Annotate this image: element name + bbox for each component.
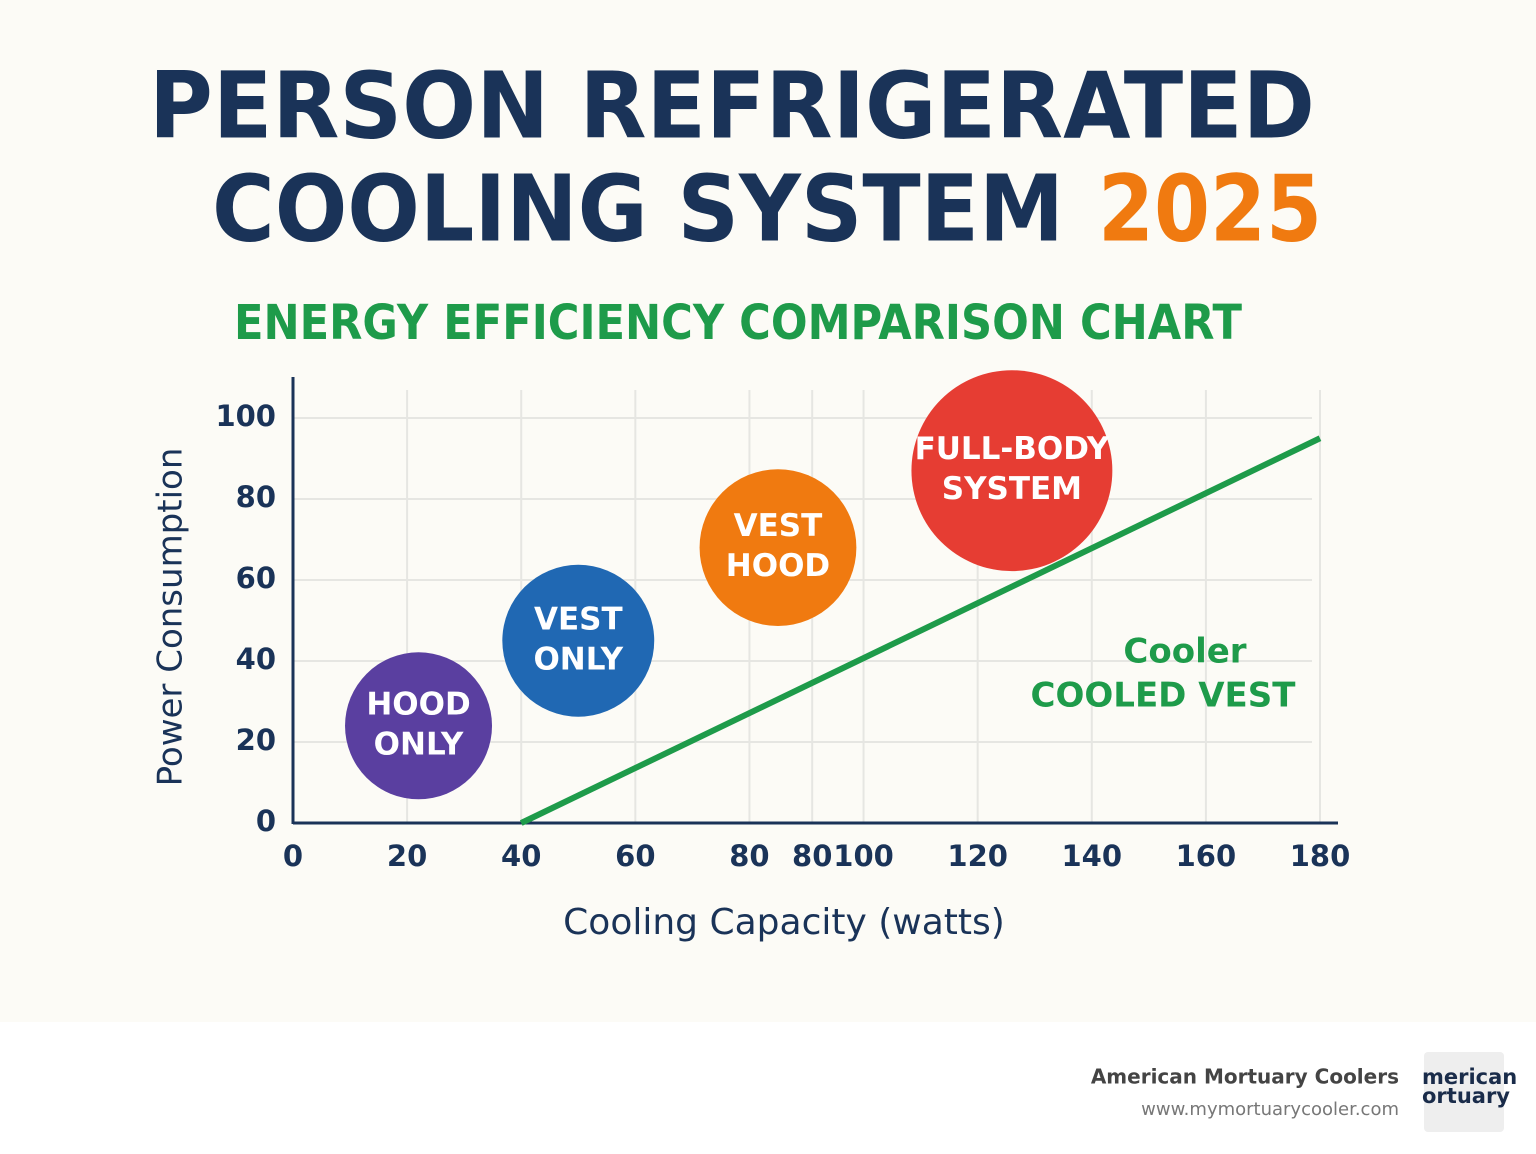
bubble-label: VEST: [734, 508, 823, 544]
y-tick-label: 0: [256, 804, 276, 838]
chart-title: COOLING SYSTEM: [212, 155, 1064, 262]
bubble: [345, 652, 493, 800]
x-tick-label: 80: [792, 839, 832, 873]
bubble-label: ONLY: [374, 726, 464, 762]
y-tick-label: 20: [236, 723, 276, 757]
x-tick-label: 60: [615, 839, 655, 873]
y-tick-label: 80: [236, 480, 276, 514]
x-tick-label: 40: [501, 839, 541, 873]
y-tick-label: 60: [236, 561, 276, 595]
x-tick-label: 100: [833, 839, 894, 873]
x-axis-label: Cooling Capacity (watts): [563, 902, 1005, 943]
bubble-label: SYSTEM: [942, 471, 1082, 507]
line: [519, 435, 1322, 826]
bubble: [911, 370, 1113, 572]
x-tick-label: 80: [729, 839, 769, 873]
bubble: [502, 564, 655, 717]
logo-text: merican: [1422, 1065, 1517, 1089]
x-tick-label: 160: [1176, 839, 1237, 873]
bubble-label: VEST: [534, 601, 623, 637]
bubble-label: FULL-BODY: [915, 431, 1110, 467]
x-tick-label: 20: [387, 839, 427, 873]
annotation: COOLED VEST: [1031, 676, 1297, 716]
chart-title: PERSON REFRIGERATED: [149, 52, 1315, 159]
bubble-label: ONLY: [533, 641, 623, 677]
x-tick-label: 180: [1290, 839, 1351, 873]
y-tick-label: 40: [236, 642, 276, 676]
chart-subtitle: ENERGY EFFICIENCY COMPARISON CHART: [234, 295, 1242, 351]
x-tick-label: 140: [1062, 839, 1123, 873]
logo-text: ortuary: [1422, 1084, 1510, 1108]
logo: [1424, 1052, 1504, 1132]
x-tick-label: 0: [283, 839, 303, 873]
footer-url: www.mymortuarycooler.com: [1141, 1099, 1399, 1120]
bubble-label: HOOD: [366, 686, 470, 722]
y-axis-label: Power Consumption: [151, 448, 191, 787]
chart-title-year: 2025: [1098, 155, 1322, 262]
annotation: Cooler: [1123, 632, 1246, 672]
x-tick-label: 120: [947, 839, 1008, 873]
y-tick-label: 100: [215, 399, 276, 433]
footer-company: American Mortuary Coolers: [1091, 1065, 1399, 1089]
bubble: [699, 469, 857, 626]
bubble-label: HOOD: [726, 548, 830, 584]
